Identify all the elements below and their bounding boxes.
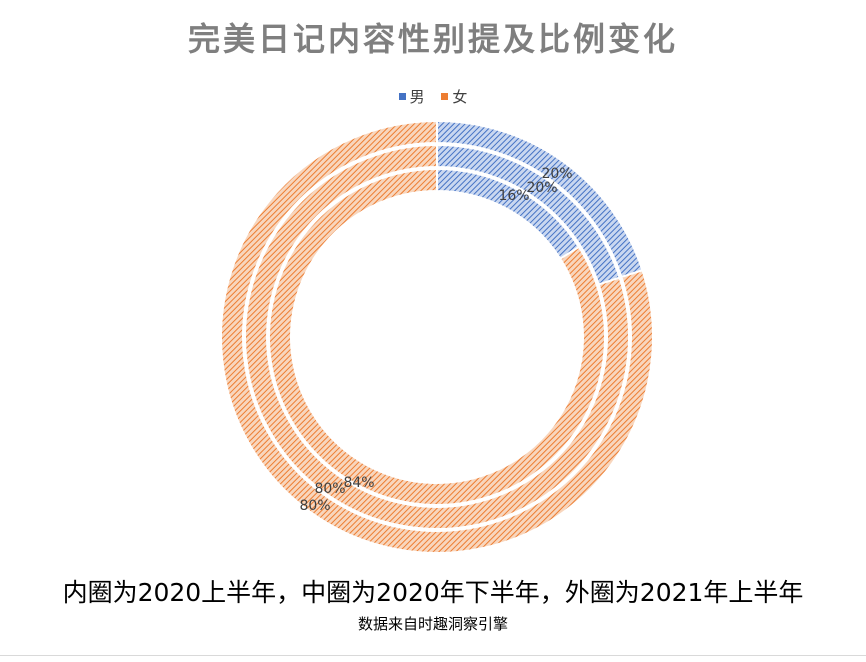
legend: 男 女	[0, 86, 866, 107]
legend-label-female: 女	[452, 88, 468, 106]
legend-label-male: 男	[409, 88, 425, 106]
rings-group	[220, 119, 654, 554]
data-source: 数据来自时趣洞察引擎	[357, 615, 508, 633]
legend-swatch-female	[441, 93, 449, 100]
legend-item-female[interactable]: 女	[441, 86, 467, 107]
data-label-middle-female: 80%	[314, 481, 345, 497]
bottom-divider	[0, 655, 866, 656]
data-label-inner-male: 16%	[498, 188, 529, 204]
data-label-inner-female: 84%	[343, 475, 374, 491]
chart-title: 完美日记内容性别提及比例变化	[187, 20, 678, 58]
data-label-middle-male: 20%	[526, 180, 557, 196]
data-label-outer-male: 20%	[541, 166, 572, 182]
legend-item-male[interactable]: 男	[398, 86, 425, 107]
legend-swatch-male	[398, 93, 406, 100]
chart-caption: 内圈为2020上半年，中圈为2020年下半年，外圈为2021年上半年	[62, 578, 804, 607]
data-labels-group: 16% 84% 20% 80% 20% 80%	[299, 166, 572, 514]
slice-middle-female[interactable]	[244, 143, 630, 530]
slice-inner-female[interactable]	[268, 167, 606, 506]
slice-outer-female[interactable]	[220, 119, 654, 554]
data-label-outer-female: 80%	[299, 498, 330, 514]
